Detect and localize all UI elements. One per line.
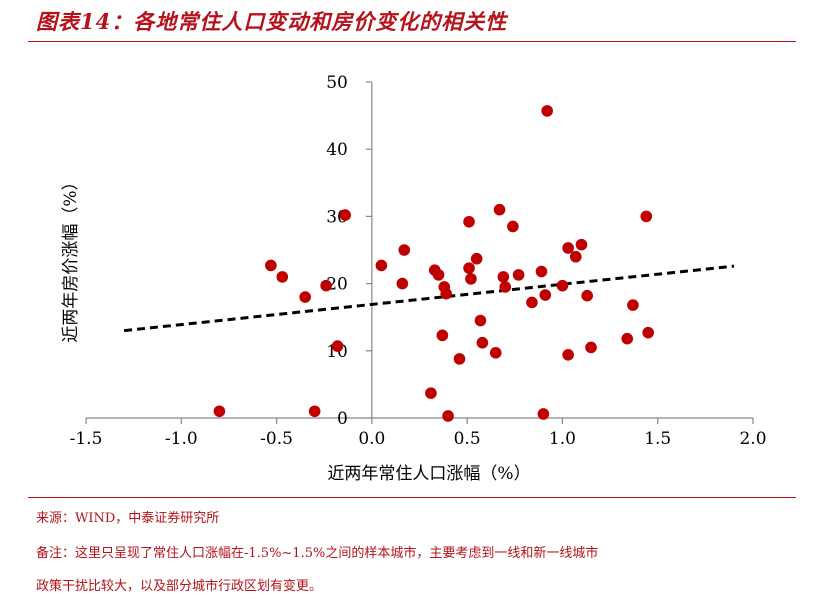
x-tick-label: 0.0 [358, 429, 385, 449]
data-point [585, 341, 597, 354]
data-point [562, 349, 574, 361]
remark-line-2: 政策干扰比较大，以及部分城市行政区划有变更。 [36, 579, 323, 594]
data-point [453, 353, 466, 365]
data-point [621, 332, 634, 345]
x-tick-label: 1.5 [644, 429, 671, 449]
x-tick-label: -0.5 [260, 429, 293, 449]
data-point [331, 340, 344, 352]
data-point [562, 242, 574, 254]
x-tick-label: -1.0 [165, 429, 198, 449]
scatter-chart: -1.5-1.0-0.50.00.51.01.52.001020304050 近… [61, 73, 767, 484]
x-axis-label: 近两年常住人口涨幅（%） [327, 464, 530, 484]
data-point [642, 326, 654, 339]
data-point [537, 408, 550, 420]
x-tick-label: -1.5 [70, 429, 103, 449]
data-point [398, 244, 411, 256]
figure-title: 图表14：各地常住人口变动和房价变化的相关性 [36, 9, 508, 34]
y-axis-label: 近两年房价涨幅（%） [61, 173, 81, 342]
y-tick-label: 40 [326, 140, 348, 160]
data-point [512, 269, 525, 281]
data-point [474, 314, 487, 327]
x-tick-label: 0.5 [454, 429, 481, 449]
data-point [535, 265, 548, 278]
data-point [396, 277, 409, 290]
x-tick-label: 1.0 [549, 429, 576, 449]
y-tick-label: 20 [326, 275, 348, 295]
data-point [569, 250, 582, 263]
y-tick-label: 0 [337, 409, 348, 429]
data-point [470, 252, 483, 265]
data-point [265, 259, 277, 272]
report-header: 图表14：各地常住人口变动和房价变化的相关性 [0, 0, 818, 44]
data-point [463, 215, 475, 228]
top-divider [28, 41, 796, 42]
data-point [493, 203, 506, 216]
data-point [627, 299, 639, 311]
data-point [476, 336, 489, 349]
bottom-divider [28, 497, 796, 498]
data-point [425, 387, 437, 399]
chart-axes: -1.5-1.0-0.50.00.51.01.52.001020304050 [70, 73, 767, 449]
data-point [308, 405, 321, 418]
remark-line-1: 备注：这里只呈现了常住人口涨幅在-1.5%~1.5%之间的样本城市，主要考虑到一… [36, 546, 599, 561]
data-point [440, 287, 452, 300]
data-point [541, 105, 553, 117]
data-point [375, 259, 388, 272]
data-point [507, 220, 519, 233]
data-points [213, 105, 654, 422]
data-point [442, 410, 454, 422]
data-point [213, 405, 226, 418]
source-note: 来源：WIND，中泰证券研究所 [36, 511, 220, 526]
data-point [465, 273, 477, 285]
data-point [526, 296, 538, 309]
data-point [339, 209, 351, 221]
data-point [320, 279, 332, 292]
y-tick-label: 50 [326, 73, 348, 93]
data-point [575, 238, 588, 251]
trend-line [123, 264, 735, 333]
data-point [489, 347, 502, 359]
data-point [299, 291, 311, 303]
data-point [436, 329, 449, 342]
data-point [276, 271, 289, 283]
data-point [640, 210, 653, 223]
data-point [581, 289, 594, 302]
data-point [499, 281, 512, 293]
data-point [556, 279, 569, 292]
data-point [432, 269, 445, 281]
data-point [463, 262, 475, 274]
data-point [539, 289, 552, 301]
x-tick-label: 2.0 [739, 429, 766, 449]
data-point [497, 271, 510, 283]
